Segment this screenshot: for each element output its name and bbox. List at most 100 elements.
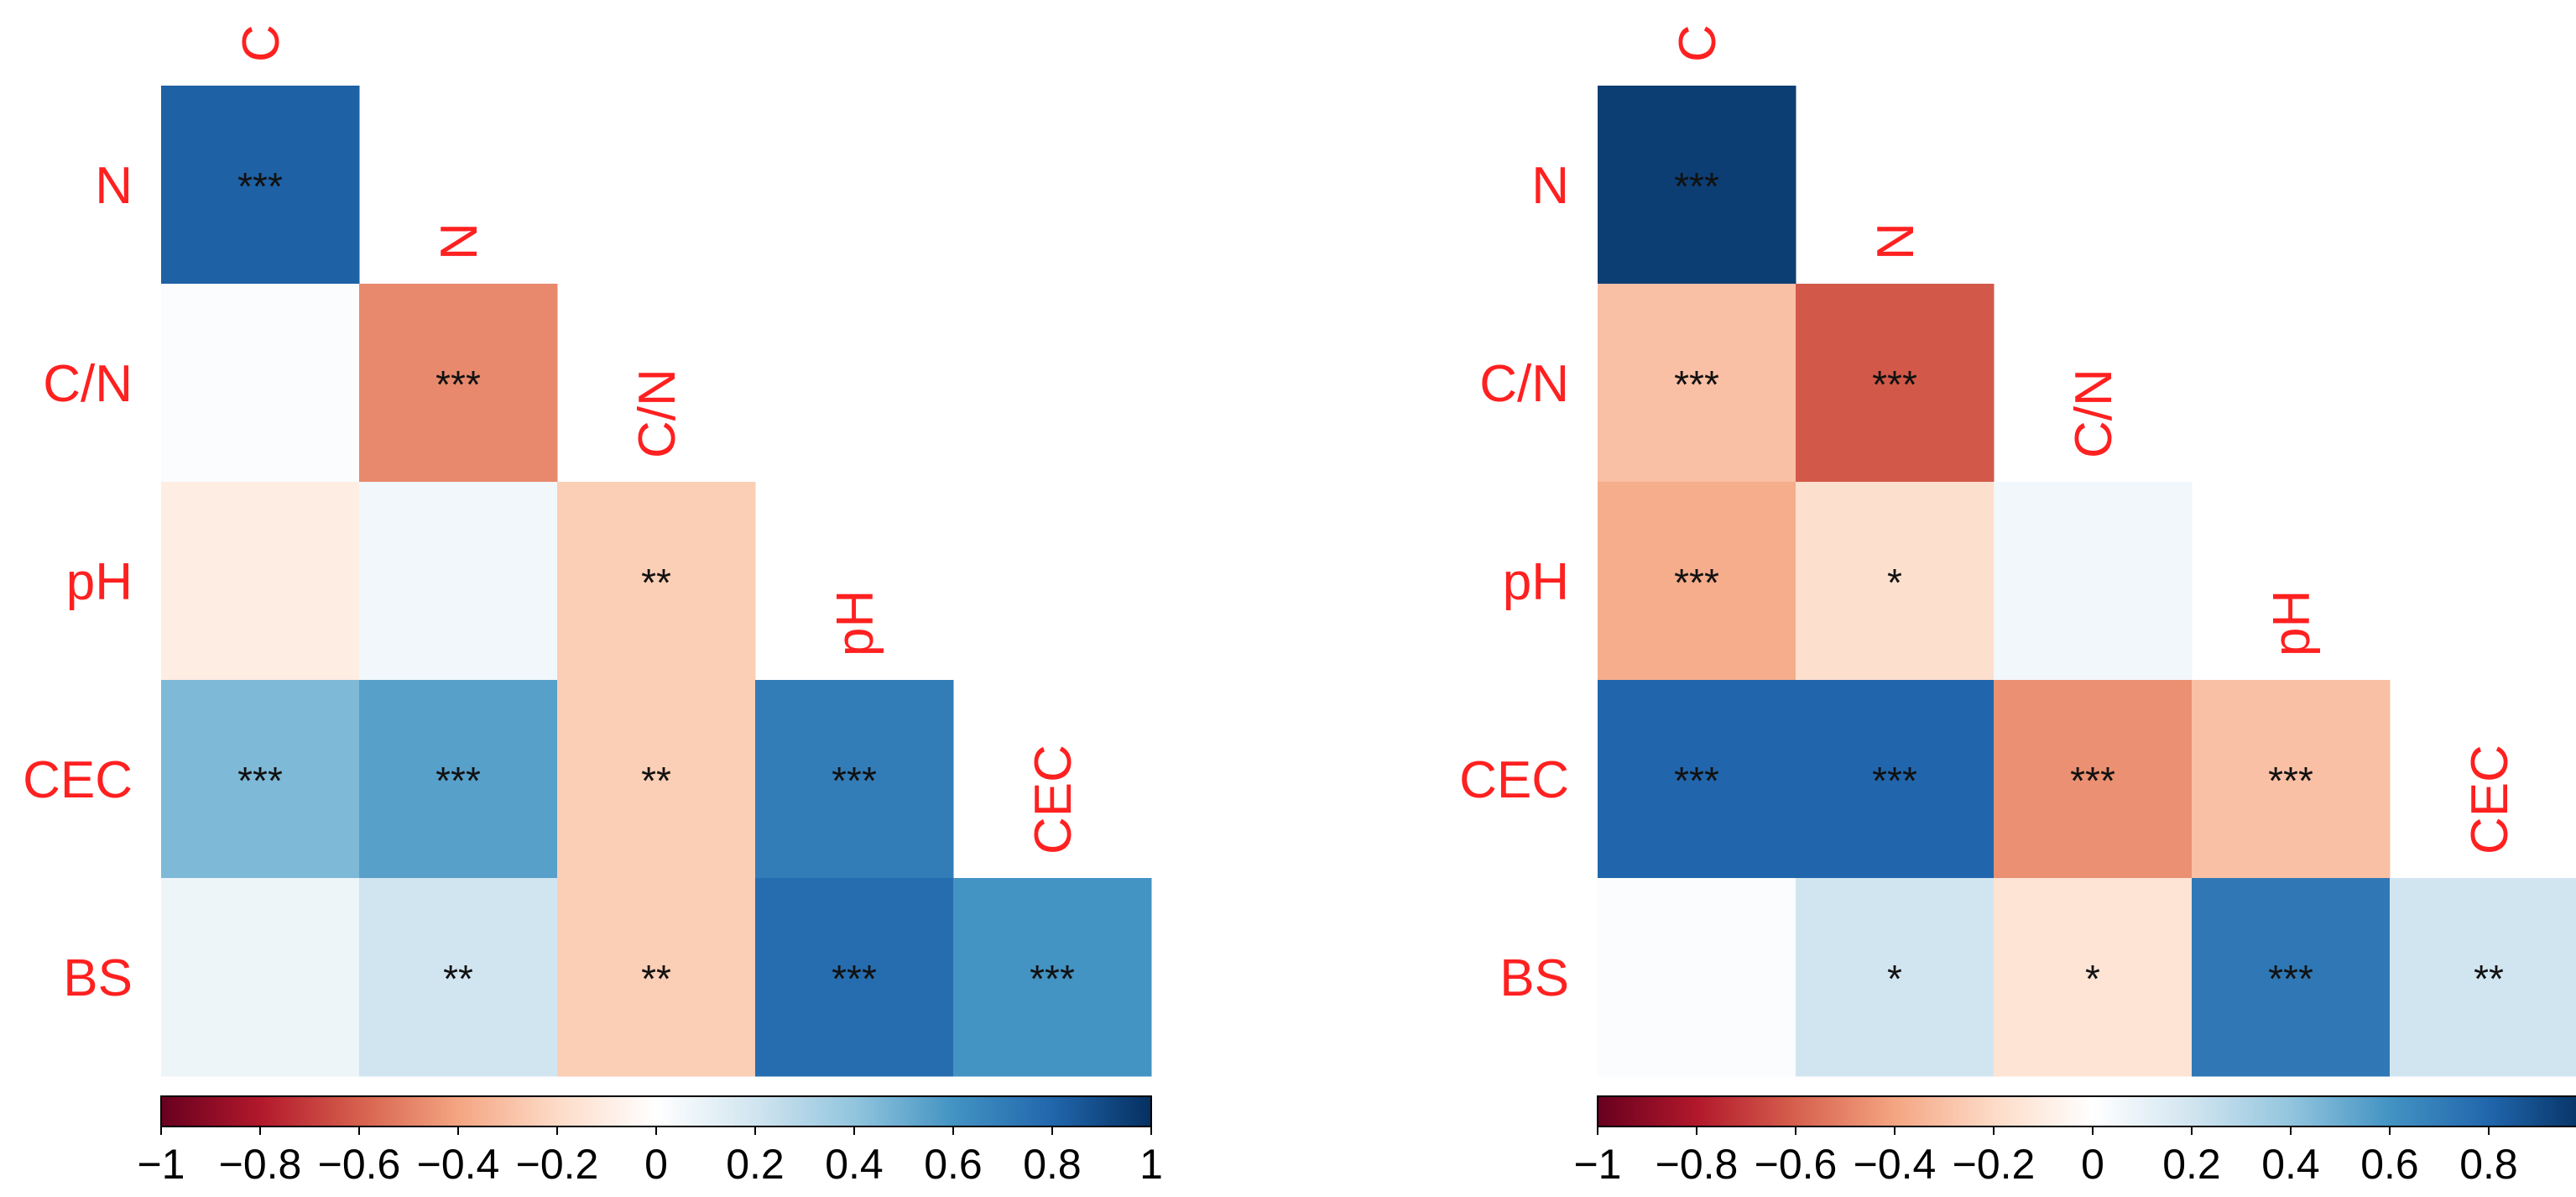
heatmap-cell-BS-pH [755,878,954,1077]
row-label-N: N [95,157,133,215]
heatmap-cell-pH-N [1796,482,1995,681]
heatmap-cell-CEC-N [359,680,558,879]
heatmap-cell-BS-C [161,878,360,1077]
heatmap-panel-2: ****** ****** **** *** *** **** * *** **NC/NpHCE… [1459,24,2576,1188]
significance-label: *** [1674,759,1719,802]
heatmap-cell-BS-C/N [557,878,756,1077]
significance-label: *** [2268,957,2313,1001]
column-label-pH: pH [2263,590,2321,656]
heatmap-cell-BS-CEC [953,878,1152,1077]
heatmap-cell-pH-N [359,482,558,681]
colorbar [1597,1095,2576,1127]
row-label-CEC: CEC [23,751,133,809]
significance-label: *** [1674,363,1719,406]
heatmap-cell-pH-C/N [557,482,756,681]
significance-label: *** [237,165,283,208]
heatmap-cell-CEC-pH [2192,680,2391,879]
significance-label: ** [641,759,671,802]
row-label-BS: BS [1499,949,1569,1007]
heatmap-cell-C/N-N [359,284,558,483]
heatmap-cell-CEC-C/N [557,680,756,879]
column-label-N: N [430,222,488,260]
significance-label: *** [1872,363,1917,406]
colorbar-tick-label: −0.8 [1656,1141,1739,1188]
colorbar-tick-label: 0.6 [924,1141,983,1188]
heatmap-cell-N-C [1598,86,1796,285]
column-label-CEC: CEC [1025,745,1082,855]
colorbar-tick-label: 0.8 [1023,1141,1082,1188]
colorbar-tick-label: 0.8 [2459,1141,2518,1188]
heatmap-cell-CEC-N [1796,680,1995,879]
colorbar-tick-label: −0.4 [417,1141,500,1188]
row-label-N: N [1531,157,1569,215]
significance-label: *** [1872,759,1917,802]
colorbar [160,1095,1152,1127]
colorbar-tick-label: 0.4 [825,1141,884,1188]
row-label-C/N: C/N [1479,355,1569,413]
significance-label: *** [2070,759,2115,802]
significance-label: * [2085,957,2100,1001]
heatmap-cell-BS-N [359,878,558,1077]
row-label-CEC: CEC [1459,751,1569,809]
heatmap-cell-BS-C [1598,878,1796,1077]
column-label-C/N: C/N [2065,369,2123,458]
colorbar-tick-label: 0 [644,1141,668,1188]
colorbar-tick-label: −0.6 [1755,1141,1838,1188]
column-label-C/N: C/N [628,369,686,458]
heatmap-cell-N-C [161,86,360,285]
heatmap-cell-C/N-C [1598,284,1796,483]
colorbar-tick-label: 0.4 [2261,1141,2320,1188]
colorbar-tick-label: −0.2 [1953,1141,2036,1188]
colorbar-tick-label: −0.6 [318,1141,401,1188]
significance-label: * [1887,957,1902,1001]
row-label-pH: pH [66,553,133,611]
column-label-C: C [1669,24,1727,62]
colorbar-tick-label: 0.6 [2360,1141,2419,1188]
heatmap-cell-BS-CEC [2390,878,2576,1077]
significance-label: ** [443,957,473,1001]
column-label-N: N [1867,222,1925,260]
row-label-C/N: C/N [43,355,133,413]
significance-label: *** [435,363,481,406]
heatmap-cell-pH-C/N [1994,482,2193,681]
significance-label: *** [832,957,877,1001]
colorbar-tick-label: −0.8 [219,1141,302,1188]
heatmap-cell-CEC-C [161,680,360,879]
significance-label: *** [1674,561,1719,604]
significance-label: *** [832,759,877,802]
colorbar-tick-label: −0.4 [1854,1141,1937,1188]
significance-label: *** [435,759,481,802]
significance-label: * [1887,561,1902,604]
significance-label: ** [2474,957,2504,1001]
colorbar-tick-label: −0.2 [516,1141,599,1188]
colorbar-tick-label: 0 [2081,1141,2104,1188]
heatmap-cell-BS-pH [2192,878,2391,1077]
significance-label: ** [641,957,671,1001]
column-label-pH: pH [827,590,884,656]
significance-label: *** [2268,759,2313,802]
colorbar-tick-label: 1 [1139,1141,1163,1188]
heatmap-cell-pH-C [161,482,360,681]
heatmap-cell-BS-N [1796,878,1995,1077]
colorbar-tick-label: −1 [137,1141,185,1188]
colorbar-tick-label: 0.2 [726,1141,785,1188]
heatmap-cell-CEC-C [1598,680,1796,879]
significance-label: *** [237,759,283,802]
significance-label: *** [1674,165,1719,208]
heatmap-cell-CEC-pH [755,680,954,879]
significance-label: *** [1030,957,1075,1001]
column-label-CEC: CEC [2461,745,2519,855]
heatmap-cell-pH-C [1598,482,1796,681]
heatmap-cell-CEC-C/N [1994,680,2193,879]
column-label-C: C [232,24,290,62]
colorbar-tick-label: −1 [1573,1141,1621,1188]
heatmap-cell-C/N-C [161,284,360,483]
colorbar-tick-label: 0.2 [2162,1141,2221,1188]
row-label-BS: BS [63,949,133,1007]
heatmap-cell-C/N-N [1796,284,1995,483]
significance-label: ** [641,561,671,604]
heatmap-cell-BS-C/N [1994,878,2193,1077]
row-label-pH: pH [1503,553,1569,611]
